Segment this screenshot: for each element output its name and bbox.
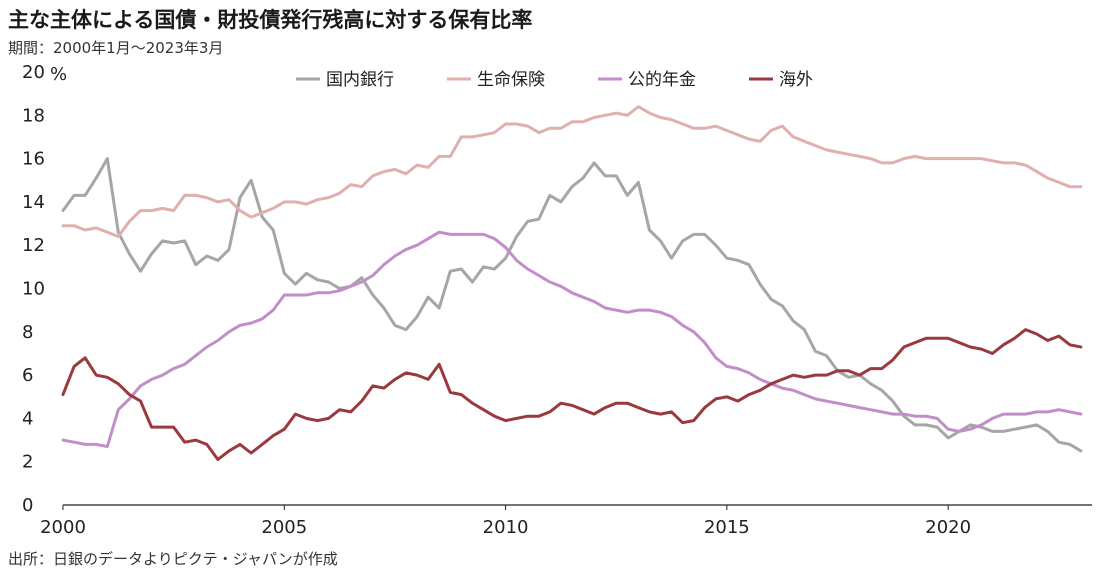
series-line-0 <box>61 157 1083 453</box>
x-tick-label: 2005 <box>261 517 307 538</box>
y-tick-label: 4 <box>22 408 33 429</box>
y-unit-label: % <box>50 64 67 85</box>
chart-title: 主な主体による国債・財投債発行残高に対する保有比率 <box>8 8 533 32</box>
y-tick-label: 16 <box>22 149 45 170</box>
x-tick-label: 2010 <box>483 517 529 538</box>
series-lines <box>61 105 1083 461</box>
y-axis: % 0 2 4 6 8 10 12 14 16 18 20 <box>22 62 67 516</box>
y-tick-label: 12 <box>22 235 45 256</box>
x-tick-label: 2015 <box>704 517 750 538</box>
series-line-2 <box>61 230 1083 448</box>
legend: 国内銀行 生命保険 公的年金 海外 <box>296 70 813 90</box>
source-note: 出所：日銀のデータよりピクテ・ジャパンが作成 <box>8 550 338 568</box>
y-tick-label: 2 <box>22 452 33 473</box>
legend-label: 生命保険 <box>477 70 545 90</box>
y-tick-label: 0 <box>22 495 33 516</box>
chart-subtitle: 期間：2000年1月～2023年3月 <box>8 39 224 57</box>
y-tick-label: 14 <box>22 192 45 213</box>
legend-label: 国内銀行 <box>326 70 394 90</box>
x-tick-label: 2020 <box>925 517 971 538</box>
series-line-3 <box>61 328 1083 461</box>
legend-label: 海外 <box>779 70 813 90</box>
y-tick-label: 10 <box>22 279 45 300</box>
legend-label: 公的年金 <box>628 70 696 90</box>
y-tick-label: 8 <box>22 322 33 343</box>
y-tick-label: 18 <box>22 105 45 126</box>
y-tick-label: 6 <box>22 365 33 386</box>
y-tick-label: 20 <box>22 62 45 83</box>
series-line-1 <box>61 105 1083 238</box>
x-axis: 2000 2005 2010 2015 2020 <box>40 505 971 538</box>
x-tick-label: 2000 <box>40 517 86 538</box>
